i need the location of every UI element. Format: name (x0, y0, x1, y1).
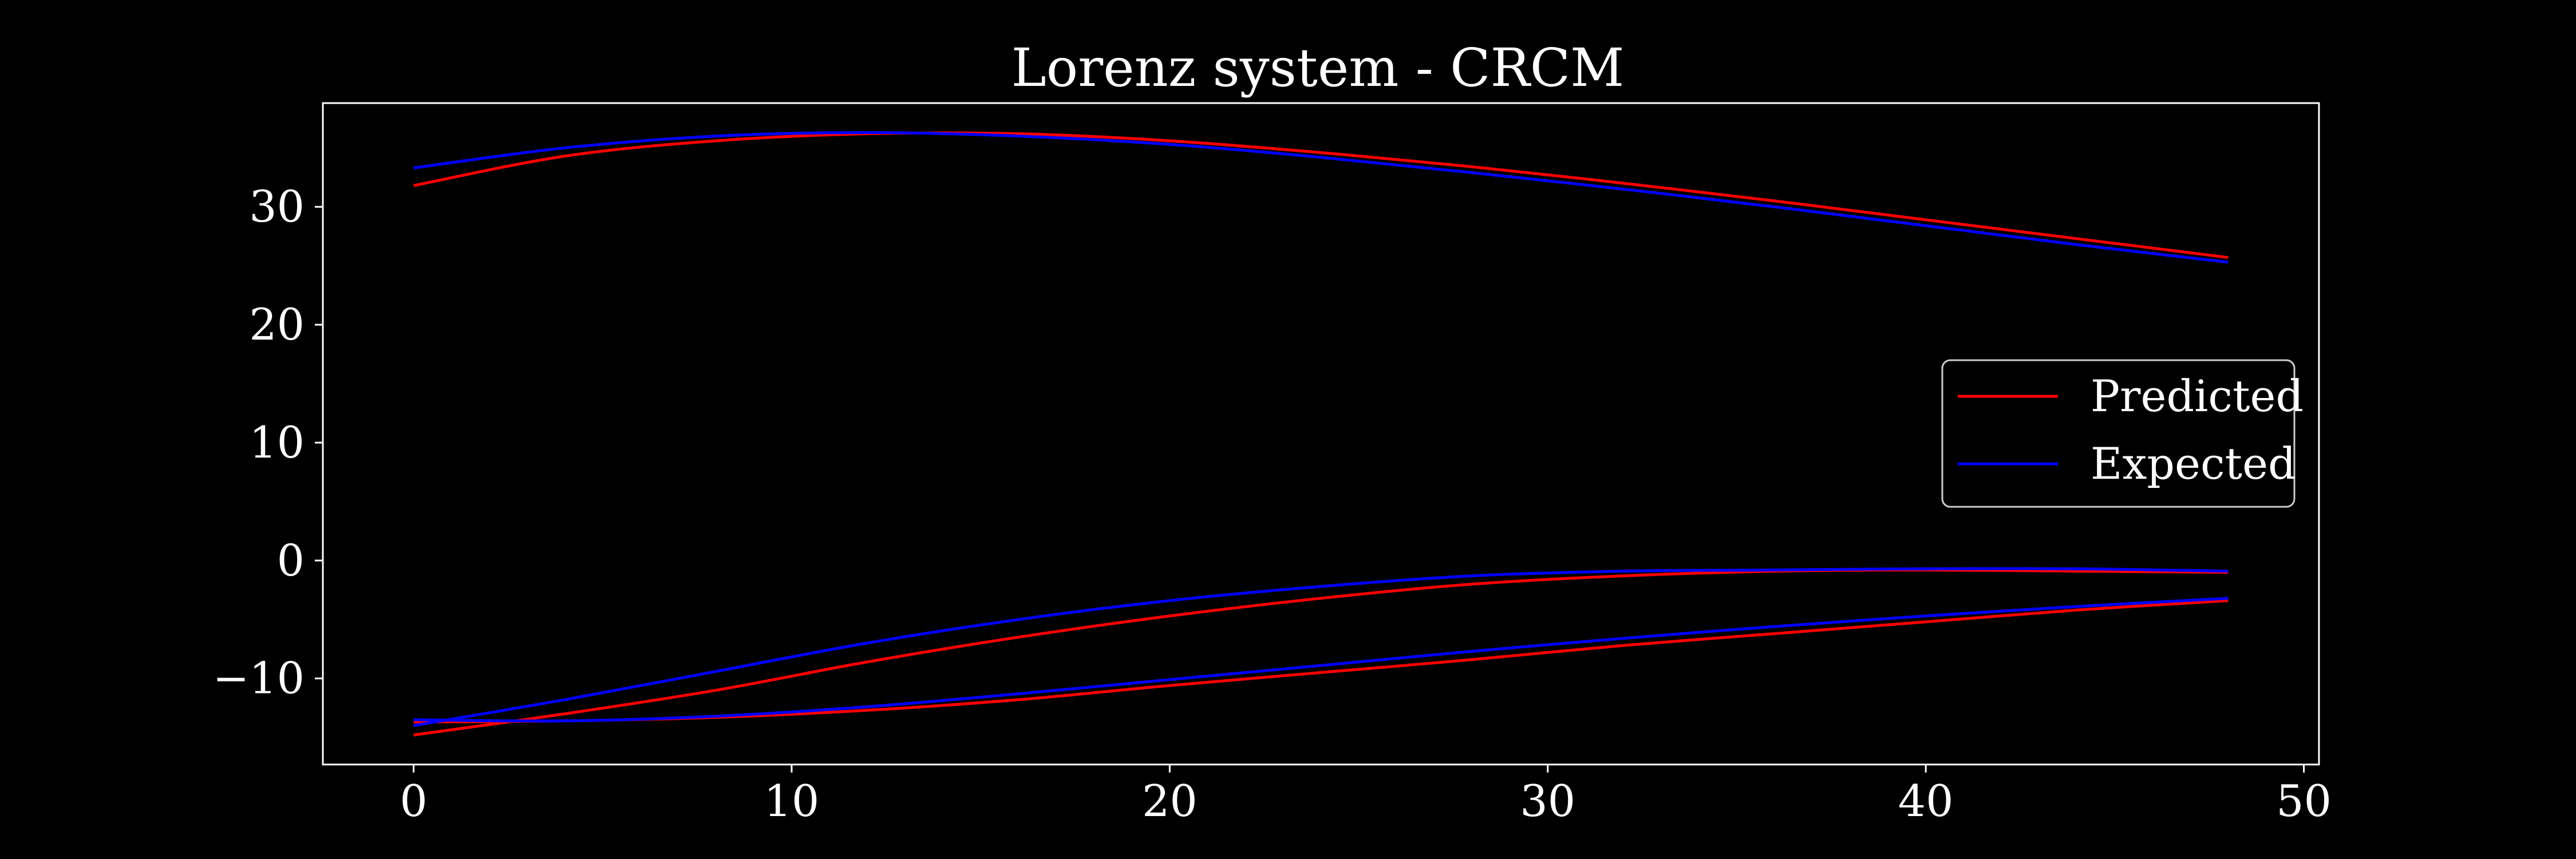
y-tick-label: 0 (277, 535, 305, 586)
y-tick-label: 20 (249, 299, 305, 350)
x-tick-label: 0 (400, 775, 427, 826)
series-line-expected-x (413, 597, 2229, 723)
legend-label-expected: Expected (2091, 438, 2296, 489)
chart-title: Lorenz system - CRCM (1012, 37, 1625, 98)
legend: Predicted Expected (1941, 359, 2304, 508)
series-line-expected-z (413, 131, 2229, 264)
y-tick-label: 30 (249, 181, 305, 232)
x-tick-label: 50 (2276, 775, 2332, 826)
y-tick-label: 10 (249, 417, 305, 468)
legend-label-predicted: Predicted (2091, 371, 2304, 421)
plot-area-frame (322, 102, 2320, 766)
series-line-predicted-z (413, 131, 2229, 259)
series-line-expected-y (413, 567, 2229, 727)
axis-ticks: 0 10 20 30 40 50 −10 0 10 20 30 (213, 181, 2332, 826)
x-tick-label: 10 (764, 775, 820, 826)
x-tick-label: 20 (1142, 775, 1198, 826)
y-tick-label: −10 (213, 653, 305, 704)
series-lines (413, 131, 2229, 736)
x-tick-label: 40 (1898, 775, 1954, 826)
x-tick-label: 30 (1520, 775, 1575, 826)
